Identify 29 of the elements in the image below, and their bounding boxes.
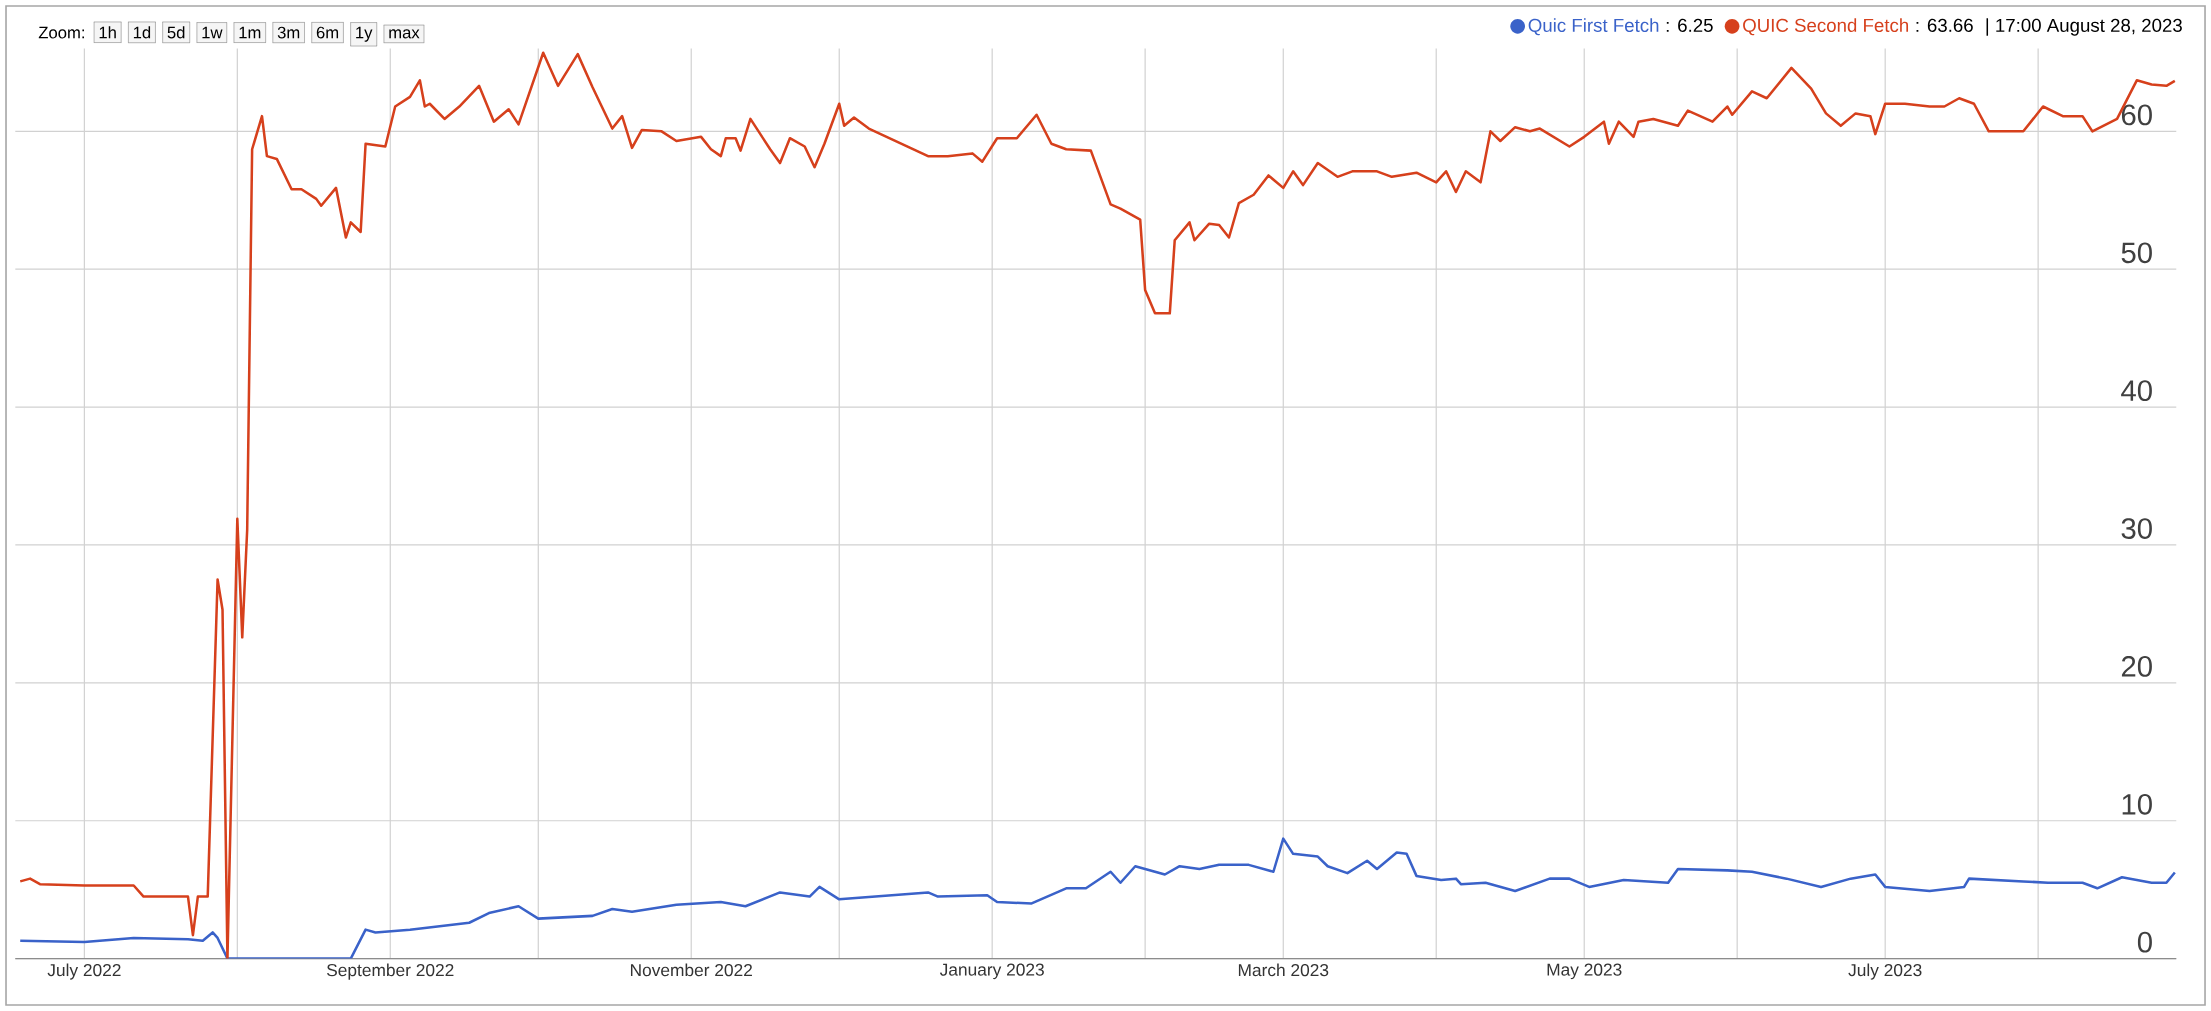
y-tick-label: 50 xyxy=(2121,242,2152,264)
text: : 63.66 xyxy=(1916,18,1973,32)
text: max xyxy=(389,29,420,39)
x-tick-label: May 2023 xyxy=(1547,963,1622,980)
text: | 17:00 August 28, 2023 xyxy=(1986,18,2182,36)
text: 1w xyxy=(202,26,223,39)
x-tick-label: March 2023 xyxy=(1238,963,1329,977)
text: 3m xyxy=(277,26,300,39)
text: 6m xyxy=(316,26,339,39)
y-tick-label: 60 xyxy=(2121,104,2152,126)
text: Zoom: xyxy=(38,26,84,39)
y-tick-label: 30 xyxy=(2121,518,2152,539)
x-tick-label: July 2023 xyxy=(1848,963,1922,980)
text: 1y xyxy=(356,26,373,42)
text: 1h xyxy=(99,26,116,39)
x-tick-label: September 2022 xyxy=(326,963,454,980)
legend-label: QUIC Second Fetch xyxy=(1743,18,1909,36)
legend-label: Quic First Fetch xyxy=(1528,18,1659,36)
text: 5d xyxy=(167,26,185,39)
text: : 6.25 xyxy=(1666,18,1713,32)
text: 1m xyxy=(239,26,261,39)
y-tick-label: 0 xyxy=(2137,931,2152,953)
y-tick-label: 10 xyxy=(2122,793,2152,815)
y-tick-label: 40 xyxy=(2121,380,2152,402)
text: 1d xyxy=(133,26,151,39)
x-tick-label: November 2022 xyxy=(630,963,752,977)
y-tick-label: 20 xyxy=(2121,656,2152,677)
x-tick-label: July 2022 xyxy=(47,963,121,980)
x-tick-label: January 2023 xyxy=(939,963,1044,980)
